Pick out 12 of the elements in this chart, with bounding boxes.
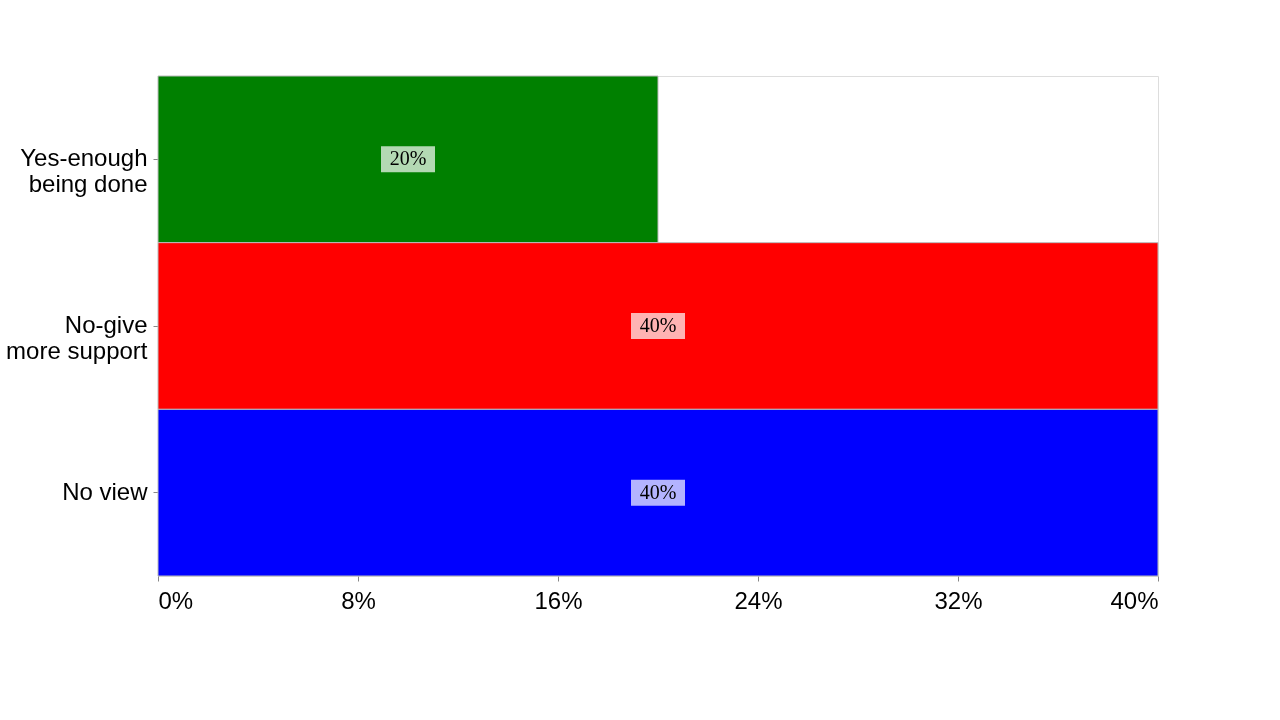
data-label: 40%: [639, 480, 677, 503]
x-tick-label: 40%: [1110, 586, 1159, 614]
x-tick-label: 32%: [934, 586, 983, 614]
x-tick-label: 0%: [158, 586, 194, 614]
x-tick-label: 24%: [734, 586, 783, 614]
x-tick-label: 16%: [534, 586, 583, 614]
data-label: 20%: [389, 147, 427, 170]
y-tick-label: No view: [62, 477, 149, 505]
y-tick-label: Yes-enough being done: [20, 144, 148, 198]
data-label: 40%: [639, 314, 677, 336]
y-tick-label: No-give more support: [6, 311, 148, 364]
x-tick-label: 8%: [341, 586, 376, 614]
